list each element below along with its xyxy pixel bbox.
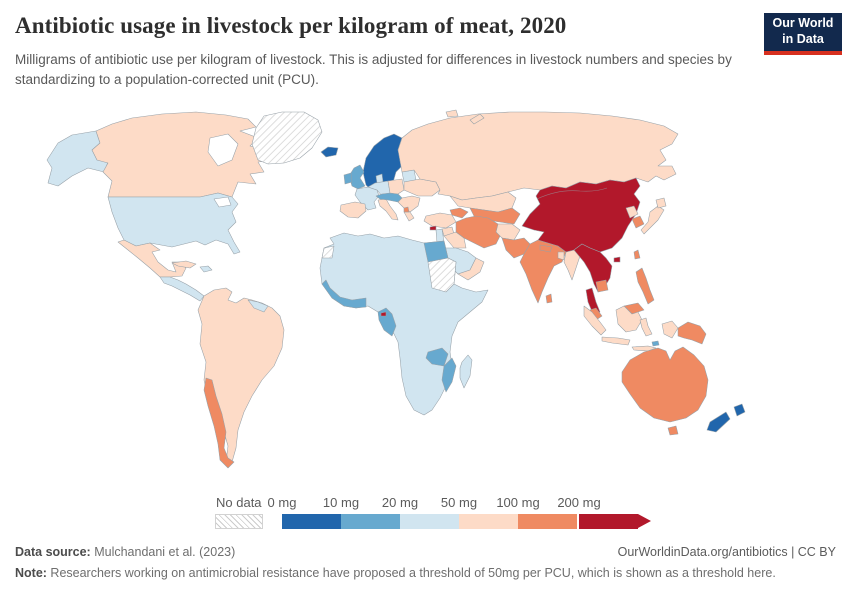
legend-arrow <box>638 514 651 528</box>
legend-segment-0[interactable]: 0 mg <box>268 495 341 529</box>
chart-subtitle: Milligrams of antibiotic use per kilogra… <box>15 52 732 87</box>
legend-no-data-label: No data <box>216 495 262 510</box>
page-title: Antibiotic usage in livestock per kilogr… <box>15 13 567 38</box>
data-source-label: Data source: <box>15 545 91 559</box>
note-value: Researchers working on antimicrobial res… <box>46 566 776 580</box>
region-sudan[interactable] <box>427 257 457 293</box>
region-iberia[interactable] <box>339 201 367 219</box>
region-nepal[interactable] <box>539 244 553 253</box>
note-label: Note: <box>15 566 47 580</box>
chart-note: Note: Researchers working on antimicrobi… <box>15 566 836 580</box>
region-iceland[interactable] <box>320 146 339 158</box>
region-west-papua[interactable] <box>661 320 679 339</box>
region-greece[interactable] <box>403 211 415 222</box>
region-cyprus[interactable] <box>429 225 437 231</box>
region-indochina[interactable] <box>573 243 613 293</box>
legend-tick-label: 0 mg <box>267 495 297 510</box>
hudson-bay <box>207 133 239 167</box>
region-sri-lanka[interactable] <box>545 293 553 304</box>
region-greenland[interactable] <box>251 111 323 165</box>
region-afghanistan[interactable] <box>495 223 521 241</box>
legend-segment-2[interactable]: 20 mg <box>382 495 459 529</box>
region-java[interactable] <box>601 336 631 346</box>
region-albania[interactable] <box>403 206 410 213</box>
world-choropleth-map <box>0 100 850 495</box>
owid-logo-accent-bar <box>764 51 842 55</box>
region-new-zealand-south[interactable] <box>706 411 731 433</box>
legend-no-data[interactable]: No data <box>215 495 282 529</box>
region-novaya-zemlya[interactable] <box>469 113 485 125</box>
region-hainan[interactable] <box>613 256 621 263</box>
region-west-africa-coast[interactable] <box>321 279 367 309</box>
owid-logo[interactable]: Our World in Data <box>764 13 842 51</box>
legend-no-data-swatch[interactable] <box>215 514 263 529</box>
region-equatorial-guinea[interactable] <box>380 311 387 317</box>
region-poland[interactable] <box>387 178 405 195</box>
region-kazakhstan[interactable] <box>449 191 517 213</box>
region-sulawesi[interactable] <box>639 317 653 337</box>
mongolia-border <box>536 187 608 200</box>
great-lakes <box>213 196 232 208</box>
legend-tick-label: 100 mg <box>496 495 540 510</box>
world-map-svg <box>46 109 746 469</box>
legend-segment-4[interactable]: 100 mg <box>496 495 577 529</box>
region-east-timor[interactable] <box>651 340 660 347</box>
legend-tick-label: 200 mg <box>557 495 601 510</box>
credit-link[interactable]: OurWorldinData.org/antibiotics | CC BY <box>617 545 836 559</box>
region-japan-hokkaido[interactable] <box>655 197 667 209</box>
region-italy[interactable] <box>377 198 399 221</box>
region-cuba[interactable] <box>171 260 197 269</box>
region-philippines[interactable] <box>635 267 655 305</box>
region-south-america[interactable] <box>197 287 285 463</box>
region-ireland[interactable] <box>343 172 353 185</box>
region-caucasus[interactable] <box>449 207 469 219</box>
region-canada[interactable] <box>91 111 277 198</box>
region-iran[interactable] <box>455 215 503 249</box>
chart-footer: Data source: Mulchandani et al. (2023) O… <box>15 545 836 580</box>
legend-tick-label: 50 mg <box>440 495 478 510</box>
region-chile[interactable] <box>203 377 235 469</box>
data-source: Data source: Mulchandani et al. (2023) <box>15 545 235 559</box>
legend-segment-1[interactable]: 10 mg <box>323 495 400 529</box>
region-iraq[interactable] <box>443 231 467 249</box>
legend-tick-label: 10 mg <box>322 495 360 510</box>
region-tasmania[interactable] <box>667 425 679 436</box>
region-guyanas[interactable] <box>247 299 269 313</box>
region-hispaniola[interactable] <box>199 265 213 273</box>
region-balkans[interactable] <box>397 195 421 213</box>
legend-color-scale: 0 mg 10 mg 20 mg 50 mg 100 mg 200 mg <box>268 495 651 529</box>
region-bangladesh[interactable] <box>557 251 565 261</box>
region-australia[interactable] <box>621 346 709 423</box>
map-legend: No data 0 mg 10 mg 20 mg 50 mg 100 mg 200 mg <box>215 495 651 529</box>
region-new-zealand-north[interactable] <box>733 403 746 417</box>
region-south-korea[interactable] <box>631 215 645 229</box>
region-yemen-oman[interactable] <box>457 257 485 281</box>
data-source-value: Mulchandani et al. (2023) <box>90 545 236 559</box>
region-north-korea[interactable] <box>625 205 639 219</box>
owid-logo-line2: in Data <box>782 32 824 46</box>
region-sumatra[interactable] <box>583 305 607 336</box>
region-mozambique[interactable] <box>441 357 457 393</box>
region-japan[interactable] <box>640 205 665 235</box>
legend-tick-label: 20 mg <box>381 495 419 510</box>
region-turkey[interactable] <box>423 212 457 229</box>
region-taiwan[interactable] <box>633 249 641 260</box>
region-svalbard[interactable] <box>445 109 459 118</box>
region-china[interactable] <box>521 177 641 253</box>
region-madagascar[interactable] <box>459 354 473 389</box>
legend-segment-3[interactable]: 50 mg <box>441 495 518 529</box>
region-west-sahara[interactable] <box>321 245 335 259</box>
region-cambodia[interactable] <box>595 279 609 293</box>
region-central-america[interactable] <box>159 276 205 302</box>
owid-logo-line1: Our World <box>772 16 834 31</box>
legend-segment-5[interactable]: 200 mg <box>557 495 638 529</box>
region-papua-new-guinea[interactable] <box>677 321 707 345</box>
